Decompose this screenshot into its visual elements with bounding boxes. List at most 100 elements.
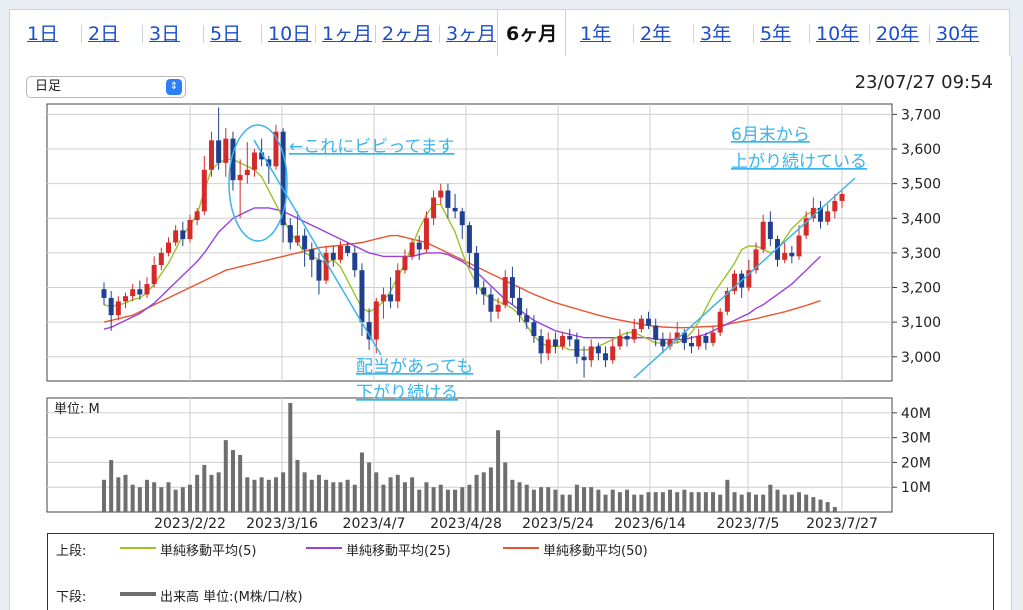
candle-body <box>517 297 523 316</box>
legend-ma50-swatch <box>503 547 539 549</box>
candle-body <box>653 325 659 340</box>
volume-bar <box>768 484 773 512</box>
tab-3[interactable]: 3日 <box>149 23 181 45</box>
candle-body <box>581 356 587 361</box>
volume-bar <box>782 494 787 512</box>
date-tick-label: 2023/7/27 <box>806 516 878 532</box>
volume-tick-label: 10M <box>901 480 931 496</box>
candle-body <box>266 159 272 167</box>
tab-separator <box>633 25 634 43</box>
candle-body <box>509 277 515 298</box>
candle-body <box>767 221 773 240</box>
candle-body <box>545 339 551 354</box>
legend-upper-label: 上段: <box>56 544 87 559</box>
annotation-text-2a: 配当があっても <box>356 357 473 377</box>
volume-bar <box>137 487 142 512</box>
tab-2[interactable]: 2日 <box>88 23 120 45</box>
candle-body <box>689 342 695 347</box>
volume-bar <box>689 492 694 512</box>
volume-bar <box>775 489 780 512</box>
candle-body <box>359 270 365 323</box>
price-tick-label: 3,500 <box>901 177 941 193</box>
volume-bar <box>395 474 400 512</box>
volume-bar <box>424 482 429 512</box>
price-tick-label: 3,600 <box>901 142 941 158</box>
volume-bar <box>324 479 329 512</box>
date-tick-label: 2023/4/28 <box>430 516 502 532</box>
volume-bar <box>510 479 515 512</box>
candle-body <box>825 211 831 222</box>
tab-separator <box>929 25 930 43</box>
candle-body <box>323 252 329 281</box>
candle-body <box>832 200 838 212</box>
volume-bar <box>338 482 343 512</box>
volume-bar <box>825 502 830 512</box>
volume-bar <box>582 487 587 512</box>
date-tick-label: 2023/5/24 <box>522 516 594 532</box>
volume-bar <box>739 494 744 512</box>
volume-bar <box>166 482 171 512</box>
volume-bar <box>130 484 135 512</box>
annotation-text-3a: 6月末から <box>731 125 810 145</box>
tab-6[interactable]: 1ヶ月 <box>322 23 373 45</box>
tab-separator <box>315 25 316 43</box>
volume-bar <box>238 455 243 512</box>
tab-4[interactable]: 5日 <box>210 23 242 45</box>
candle-body <box>560 335 566 347</box>
candle-body <box>173 230 179 243</box>
volume-bar <box>610 489 615 512</box>
candle-period-select[interactable]: 日足 ⇕ <box>26 76 186 98</box>
volume-bar <box>474 474 479 512</box>
tab-12[interactable]: 3年 <box>700 23 732 45</box>
tab-5[interactable]: 10日 <box>268 23 312 45</box>
tab-7[interactable]: 2ヶ月 <box>382 23 433 45</box>
candle-body <box>259 152 265 160</box>
volume-tick-label: 30M <box>901 431 931 447</box>
tab-16[interactable]: 30年 <box>936 23 980 45</box>
legend-ma50-label: 単純移動平均(50) <box>543 544 648 559</box>
price-tick-label: 3,400 <box>901 211 941 227</box>
candle-body <box>388 294 394 302</box>
candle-body <box>158 252 164 266</box>
volume-bar <box>467 484 472 512</box>
tab-1[interactable]: 1日 <box>27 23 59 45</box>
candle-body <box>624 335 630 340</box>
date-tick-label: 2023/2/22 <box>154 516 226 532</box>
volume-bar <box>116 477 121 512</box>
date-tick-label: 2023/3/16 <box>246 516 318 532</box>
tab-13[interactable]: 5年 <box>760 23 792 45</box>
volume-bar <box>711 492 716 512</box>
tab-10[interactable]: 1年 <box>580 23 612 45</box>
candle-body <box>775 239 781 260</box>
volume-bar <box>144 479 149 512</box>
candle-body <box>101 289 107 298</box>
volume-bar <box>445 489 450 512</box>
candle-body <box>753 249 759 271</box>
tab-separator <box>439 25 440 43</box>
candle-body <box>180 230 186 240</box>
candle-body <box>724 290 730 312</box>
candle-body <box>638 318 644 330</box>
volume-bar <box>202 464 207 512</box>
volume-bar <box>302 472 307 512</box>
tab-14[interactable]: 10年 <box>816 23 860 45</box>
tab-separator <box>693 25 694 43</box>
candle-body <box>818 207 824 222</box>
chart-timestamp: 23/07/27 09:54 <box>854 72 993 93</box>
candle-body <box>502 277 508 305</box>
volume-bar <box>653 492 658 512</box>
select-value: 日足 <box>35 79 62 94</box>
tab-15[interactable]: 20年 <box>876 23 920 45</box>
candle-body <box>216 140 222 163</box>
candle-body <box>760 221 766 250</box>
tab-separator <box>375 25 376 43</box>
candle-body <box>445 190 451 208</box>
tab-9[interactable]: 6ヶ月 <box>497 10 567 59</box>
volume-bar <box>230 450 235 512</box>
tab-11[interactable]: 2年 <box>640 23 672 45</box>
tab-8[interactable]: 3ヶ月 <box>446 23 497 45</box>
legend-volume-label: 出来高 単位:(M株/口/枚) <box>160 590 303 605</box>
volume-bar <box>603 494 608 512</box>
candle-body <box>538 335 544 354</box>
date-tick-label: 2023/4/7 <box>343 516 406 532</box>
